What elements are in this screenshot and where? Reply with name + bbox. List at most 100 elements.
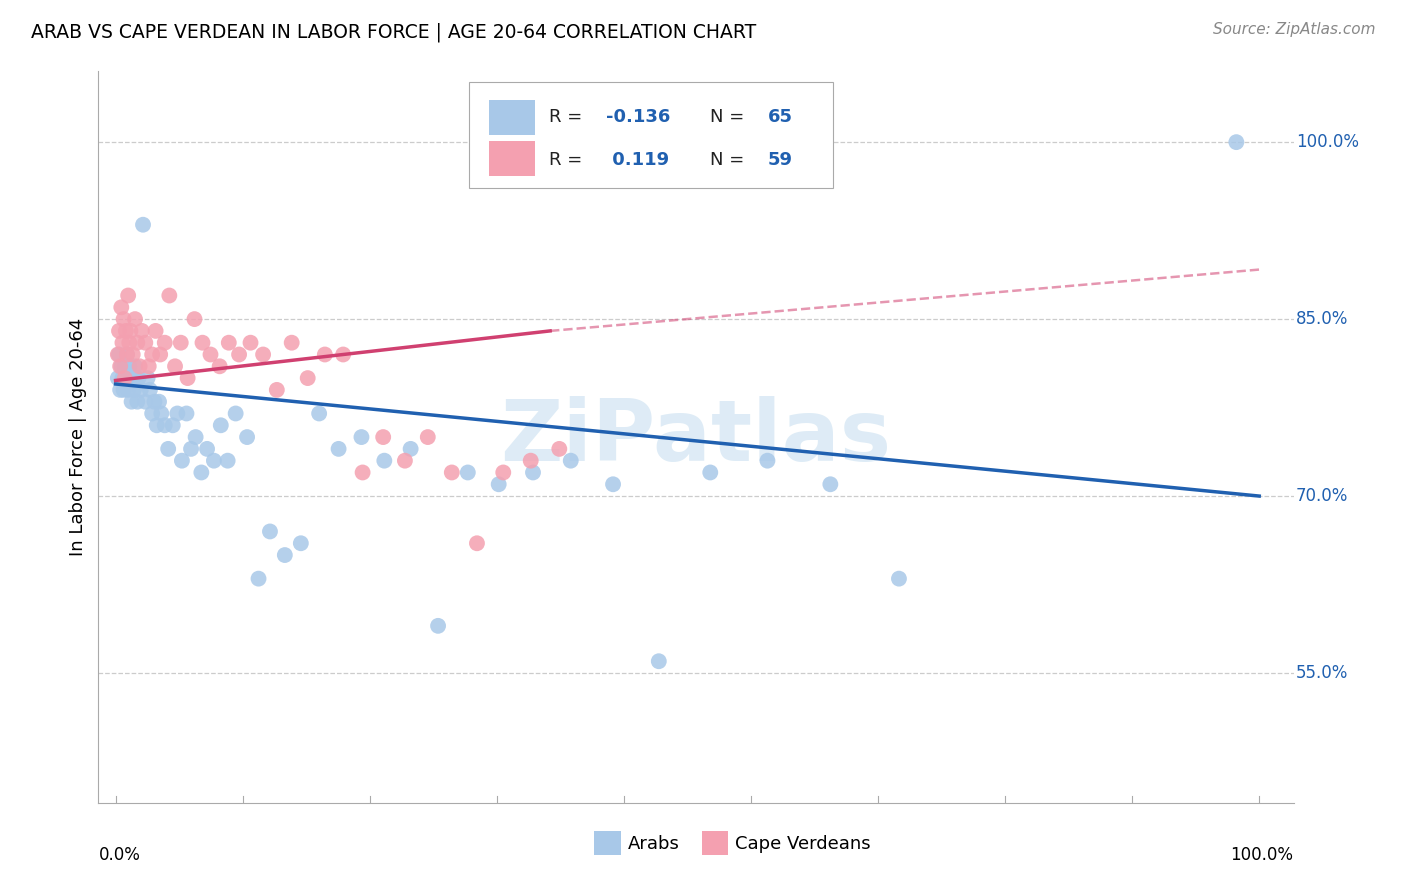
Point [134,335,156,350]
Point [176,371,198,385]
Point [247,572,270,586]
Y-axis label: In Labor Force | Age 20-64: In Labor Force | Age 20-64 [69,318,87,557]
Point [143,394,166,409]
Point [184,430,207,444]
Point [308,407,330,421]
Text: 59: 59 [768,151,793,169]
Text: ZiPatlas: ZiPatlas [501,395,891,479]
Point [176,407,198,421]
Point [457,466,479,480]
Point [145,324,167,338]
Point [228,347,250,361]
Point [127,394,149,409]
Bar [595,831,620,855]
Point [125,371,148,385]
Point [115,371,138,385]
Text: Source: ZipAtlas.com: Source: ZipAtlas.com [1212,22,1375,37]
Point [108,383,131,397]
Point [252,347,274,361]
Point [166,407,188,421]
Text: 55.0%: 55.0% [1296,664,1348,682]
Point [124,359,146,374]
Point [117,288,139,302]
Point [208,359,231,374]
Point [115,324,138,338]
Point [118,335,141,350]
Point [236,430,259,444]
Point [127,371,149,385]
Point [548,442,571,456]
Point [202,453,225,467]
Point [648,654,671,668]
Point [399,442,422,456]
Point [488,477,510,491]
Text: N =: N = [710,151,751,169]
Point [297,371,319,385]
Point [108,324,131,338]
Point [200,347,222,361]
Point [352,466,374,480]
Point [190,466,212,480]
Point [492,466,515,480]
Point [887,572,910,586]
Text: R =: R = [548,151,588,169]
Point [127,335,149,350]
Point [280,335,302,350]
Point [115,347,138,361]
Point [225,407,247,421]
Point [180,442,202,456]
Point [107,347,129,361]
Point [440,466,463,480]
Point [259,524,281,539]
Text: 85.0%: 85.0% [1296,310,1348,328]
Bar [489,100,534,135]
Point [111,335,134,350]
Point [118,359,141,374]
Text: 0.119: 0.119 [606,151,669,169]
Point [111,371,134,385]
Point [121,371,143,385]
Text: -0.136: -0.136 [606,109,671,127]
Point [110,301,132,315]
Point [139,383,162,397]
Point [218,335,240,350]
Point [373,430,395,444]
Text: 0.0%: 0.0% [98,847,141,864]
Text: N =: N = [710,109,751,127]
Point [150,407,173,421]
Point [274,548,297,562]
Point [170,453,193,467]
Point [108,359,131,374]
Text: 65: 65 [768,109,793,127]
Point [153,335,176,350]
Point [373,453,395,467]
Point [129,383,152,397]
Text: ARAB VS CAPE VERDEAN IN LABOR FORCE | AGE 20-64 CORRELATION CHART: ARAB VS CAPE VERDEAN IN LABOR FORCE | AG… [31,22,756,42]
Point [266,383,288,397]
Point [191,335,214,350]
Text: R =: R = [548,109,588,127]
Point [416,430,439,444]
Point [602,477,624,491]
Point [124,312,146,326]
Point [332,347,354,361]
Point [115,347,138,361]
Point [157,442,180,456]
Point [756,453,779,467]
Text: Arabs: Arabs [628,835,679,853]
Point [120,371,142,385]
Point [141,347,163,361]
Point [149,347,172,361]
Point [328,442,350,456]
Point [114,359,136,374]
Point [117,383,139,397]
Point [107,371,129,385]
Point [157,288,180,302]
Bar [702,831,728,855]
Point [195,442,218,456]
Point [170,335,193,350]
Text: Cape Verdeans: Cape Verdeans [735,835,872,853]
Point [183,312,205,326]
Point [163,359,186,374]
Point [108,347,131,361]
